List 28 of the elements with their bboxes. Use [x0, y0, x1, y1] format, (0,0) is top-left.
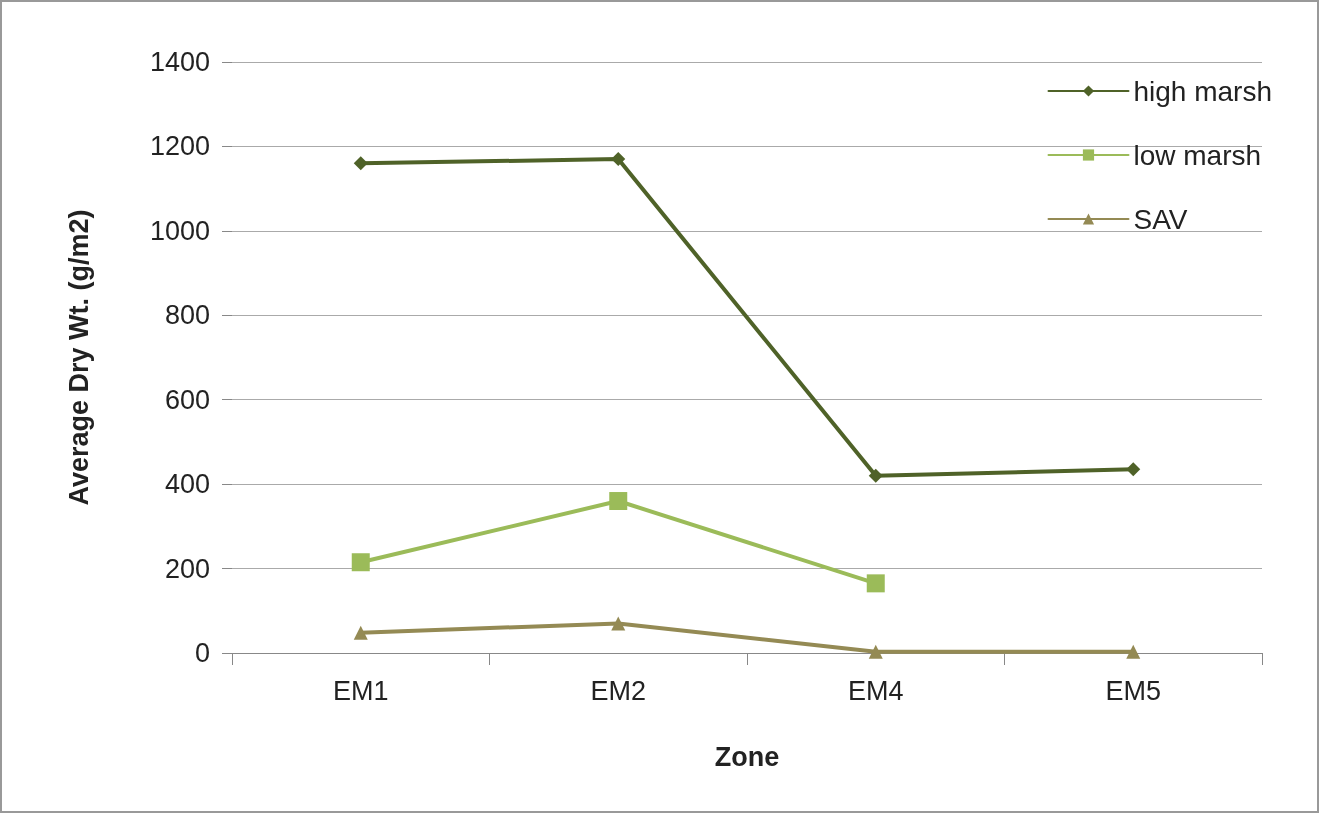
legend-label: low marsh — [1133, 139, 1262, 171]
y-tick-label: 200 — [164, 553, 210, 584]
point — [609, 492, 628, 511]
x-tick-label: EM1 — [332, 675, 389, 706]
point — [868, 468, 883, 483]
point — [351, 553, 370, 572]
legend-label: SAV — [1133, 203, 1188, 235]
point — [1126, 644, 1141, 659]
point — [353, 625, 368, 640]
point — [1126, 462, 1141, 477]
point — [866, 574, 885, 593]
y-tick-label: 0 — [194, 638, 210, 668]
y-tick-label: 400 — [164, 469, 210, 500]
x-tick-label: EM5 — [1105, 675, 1162, 706]
y-tick-label: 1400 — [149, 47, 210, 77]
point — [611, 616, 626, 631]
x-axis-title: Zone — [714, 741, 780, 772]
y-axis-title: Average Dry Wt. (g/m2) — [63, 209, 94, 506]
legend-label: high marsh — [1133, 75, 1273, 107]
x-tick-label: EM4 — [847, 675, 904, 706]
point — [611, 152, 626, 167]
point — [868, 644, 883, 659]
y-tick-label: 1200 — [149, 131, 210, 162]
x-tick-label: EM2 — [590, 675, 647, 706]
y-tick-label: 600 — [164, 384, 210, 415]
y-tick-label: 800 — [164, 300, 210, 331]
point — [353, 156, 368, 171]
y-tick-label: 1000 — [149, 215, 210, 246]
